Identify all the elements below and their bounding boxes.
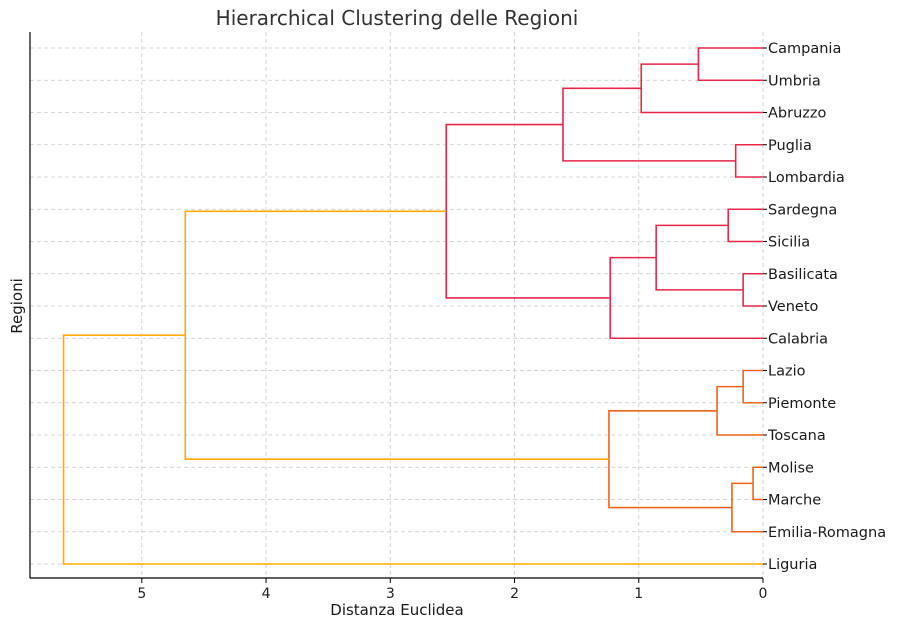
leaf-label-piemonte: Piemonte [768,396,836,412]
dendrogram-link-m12 [752,466,763,501]
y-axis-label: Regioni [8,278,26,334]
x-tick-label-3: 2 [510,586,519,602]
leaf-labels-layer: Campania Umbria Abruzzo Puglia Lombardia Sard… [763,41,886,573]
dendrogram-link-m7 [655,224,744,291]
links-layer [62,47,763,565]
dendrogram-link-m10 [742,369,763,404]
leaf-label-calabria: Calabria [768,331,828,347]
leaf-label-marche: Marche [768,493,821,509]
dendrogram-link-m14 [608,410,732,509]
leaf-label-toscana: Toscana [767,428,826,444]
leaf-label-umbria: Umbria [768,73,821,89]
dendrogram-link-m15 [184,210,609,460]
leaf-label-veneto: Veneto [768,299,819,315]
x-tick-label-5: 0 [759,586,768,602]
x-tick-label-1: 4 [262,586,271,602]
leaf-label-sardegna: Sardegna [768,202,837,218]
leaf-label-campania: Campania [768,41,841,57]
x-tick-label-2: 3 [386,586,395,602]
axes-layer: 5 4 3 2 1 0 [29,32,768,602]
dendrogram-link-m13 [731,482,763,533]
leaf-label-liguria: Liguria [768,557,817,573]
leaf-label-sicilia: Sicilia [768,235,810,251]
dendrogram-link-m6 [742,272,763,307]
dendrogram-link-m1 [697,47,763,82]
leaf-label-lombardia: Lombardia [768,170,845,186]
leaf-label-abruzzo: Abruzzo [768,106,826,122]
leaf-label-basilicata: Basilicata [768,267,838,283]
dendrogram-link-m5 [727,208,763,243]
leaf-label-emilia-romagna: Emilia-Romagna [768,525,886,541]
chart-title: Hierarchical Clustering delle Regioni [216,6,579,30]
dendrogram-link-m16 [62,334,763,565]
dendrogram-link-m2 [640,63,763,114]
leaf-label-molise: Molise [768,460,814,476]
dendrogram-link-m4 [562,87,736,162]
dendrogram-link-m8 [609,256,763,340]
x-tick-label-0: 5 [137,586,146,602]
grid-layer [30,32,764,578]
dendrogram-link-m11 [716,385,763,436]
leaf-label-lazio: Lazio [768,364,806,380]
x-axis-label: Distanza Euclidea [330,601,463,619]
x-tick-label-4: 1 [634,586,643,602]
dendrogram-link-m9 [445,123,611,299]
dendrogram-link-m3 [734,143,763,178]
leaf-label-puglia: Puglia [768,138,812,154]
